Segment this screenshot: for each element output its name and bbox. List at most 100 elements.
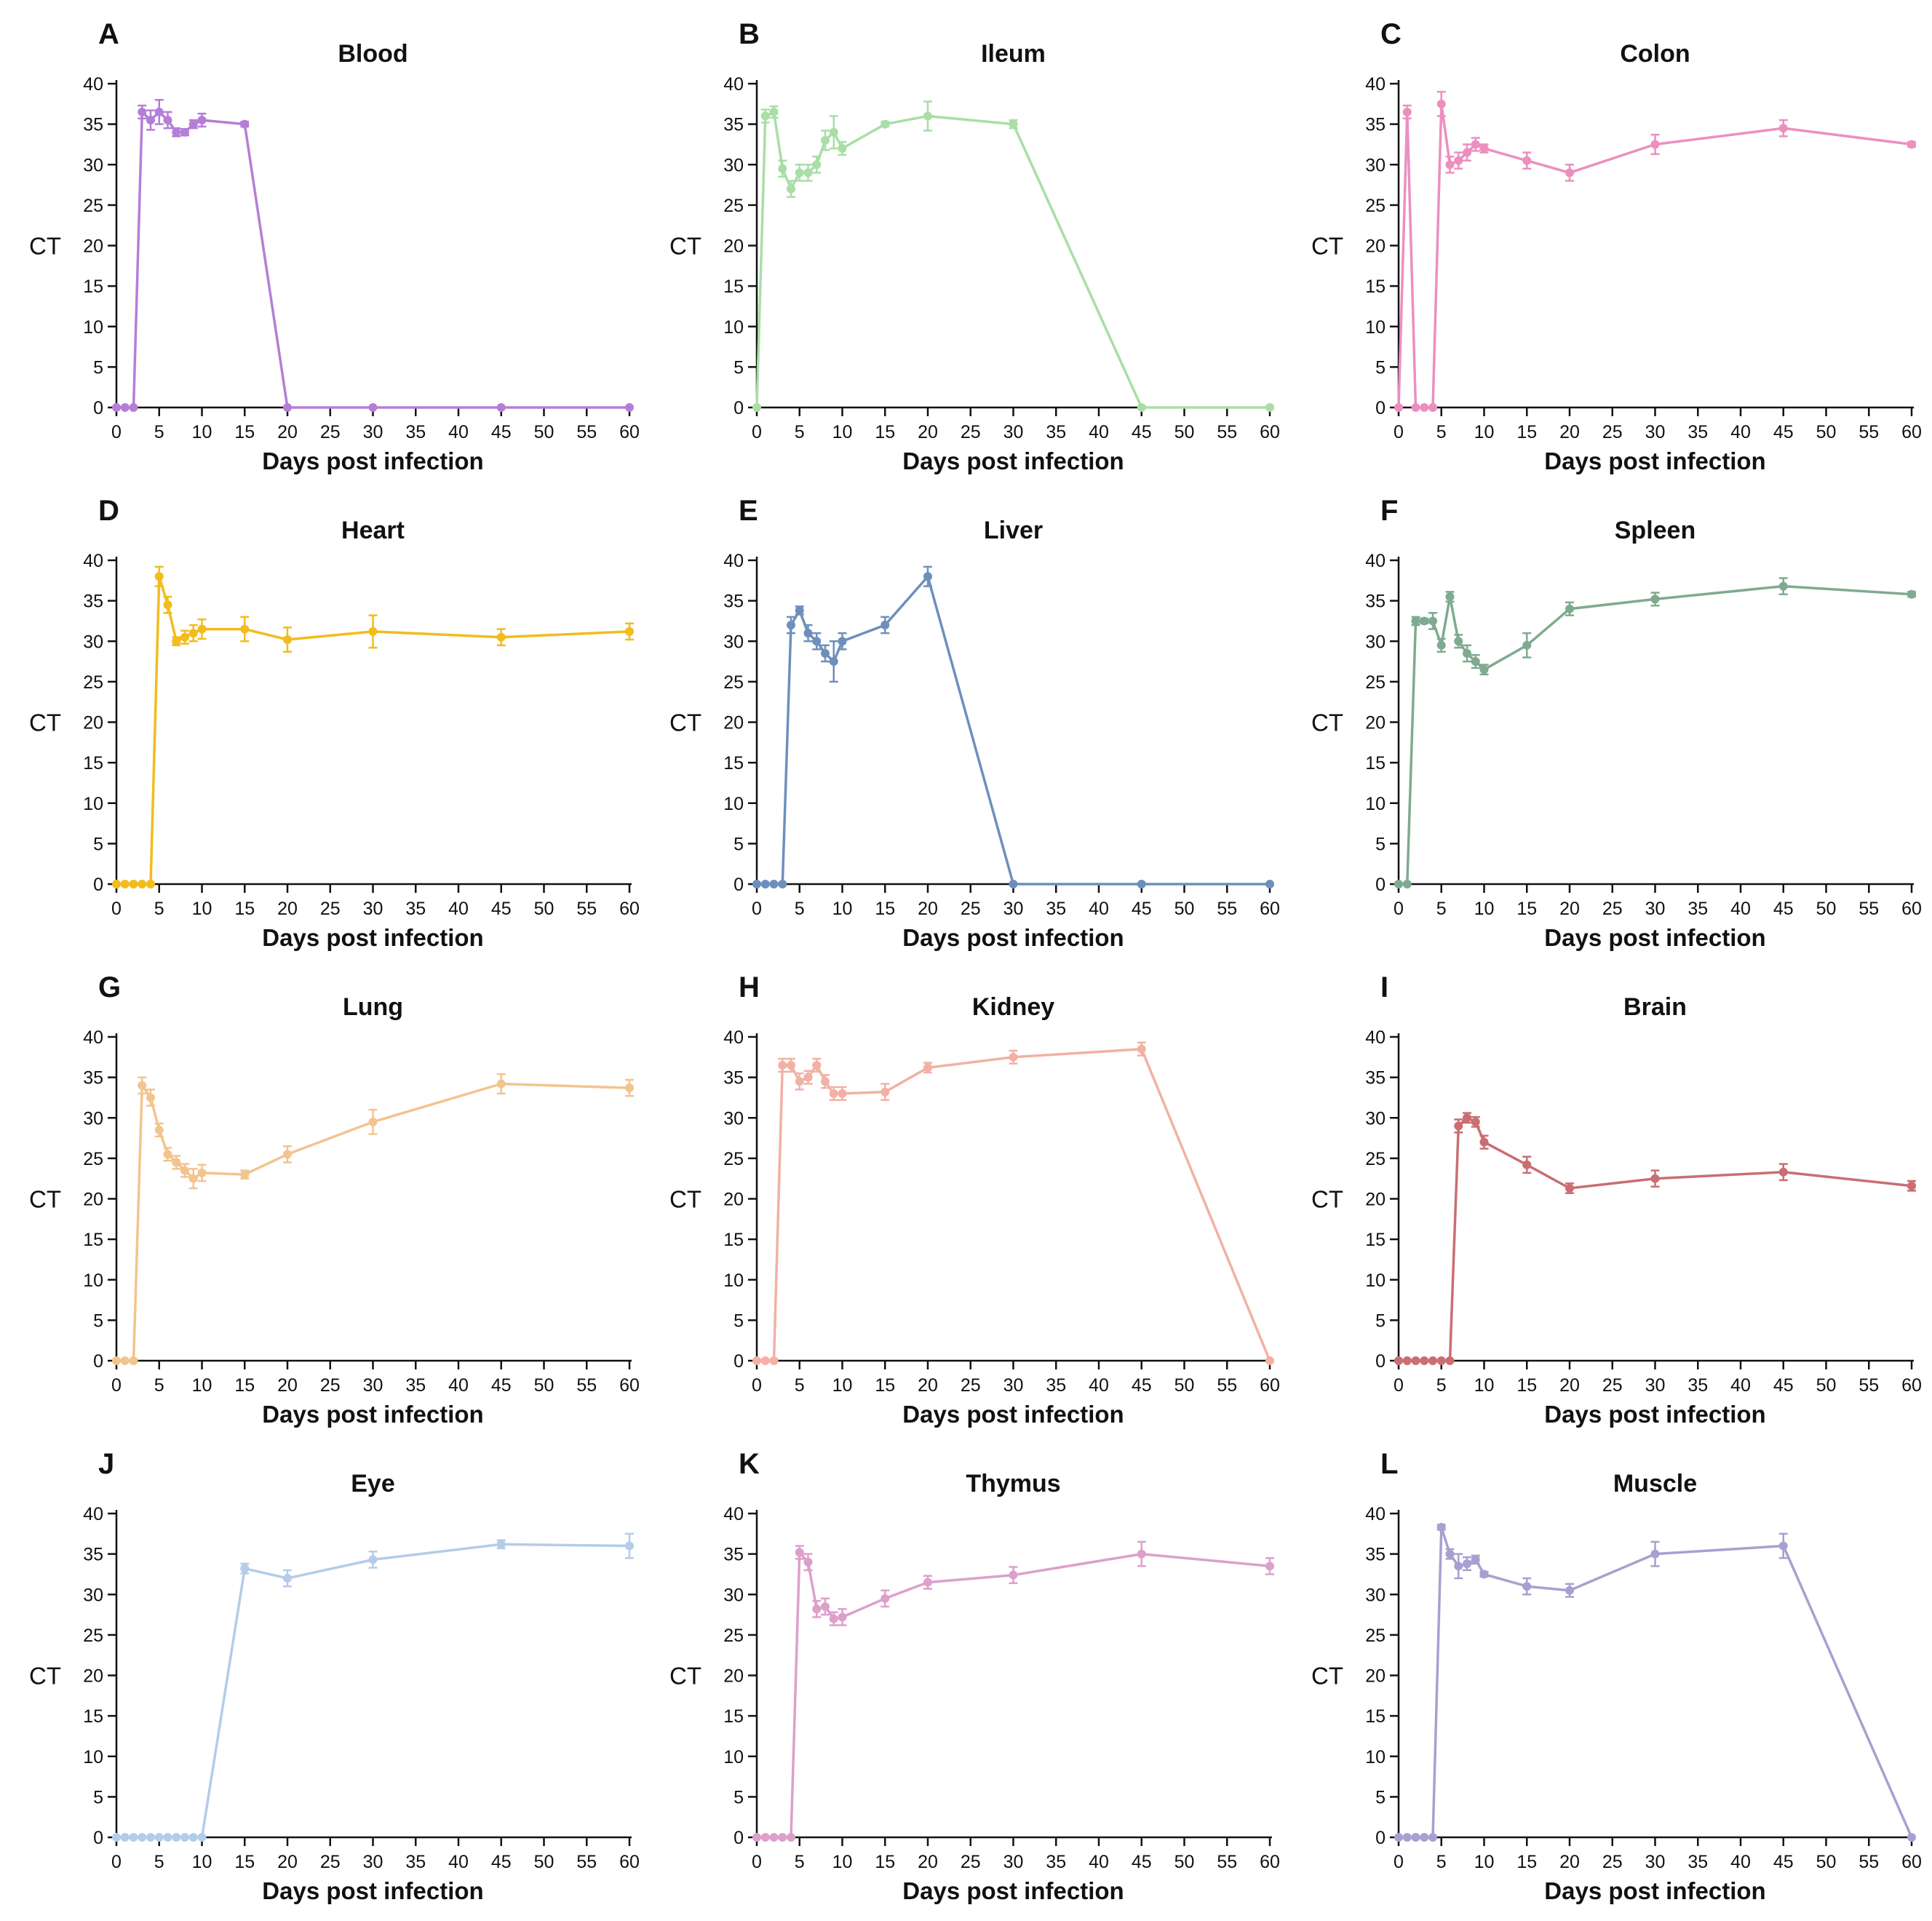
x-tick-label: 40 bbox=[1089, 1375, 1109, 1396]
chart-title: Blood bbox=[338, 40, 408, 68]
x-tick-label: 15 bbox=[234, 1852, 255, 1872]
data-point bbox=[129, 1356, 138, 1365]
chart-svg: E Liver 0 5 10 15 20 25 30 35 40 0 5 10 15 20 25 30 35 40 45… bbox=[669, 495, 1280, 951]
series-line bbox=[116, 1082, 630, 1362]
y-tick-label: 20 bbox=[1365, 236, 1386, 257]
chart-title: Heart bbox=[341, 517, 405, 544]
y-tick-label: 25 bbox=[83, 672, 103, 693]
data-point bbox=[838, 1612, 847, 1622]
data-point bbox=[188, 119, 198, 129]
chart-svg: L Muscle 0 5 10 15 20 25 30 35 40 0 5 10 15 20 25 30 35 40 4… bbox=[1311, 1448, 1922, 1904]
x-tick-label: 50 bbox=[1174, 422, 1195, 442]
y-tick-label: 10 bbox=[1365, 1747, 1386, 1767]
data-point bbox=[812, 1604, 822, 1614]
chart-title: Colon bbox=[1620, 40, 1690, 68]
x-tick-label: 35 bbox=[1687, 899, 1708, 919]
chart-title: Spleen bbox=[1615, 517, 1696, 544]
data-point bbox=[1650, 140, 1660, 149]
data-point bbox=[1420, 1356, 1429, 1365]
x-tick-label: 20 bbox=[1559, 422, 1580, 442]
data-point bbox=[803, 1557, 813, 1567]
data-point bbox=[172, 637, 181, 646]
data-point bbox=[1411, 403, 1420, 412]
series-line bbox=[116, 111, 629, 409]
x-tick-label: 35 bbox=[1046, 422, 1066, 442]
data-point bbox=[163, 600, 172, 610]
y-tick-label: 10 bbox=[1365, 1270, 1386, 1291]
data-point bbox=[138, 880, 147, 888]
x-tick-label: 25 bbox=[320, 1375, 341, 1396]
data-point bbox=[129, 880, 138, 888]
data-point bbox=[1411, 1833, 1420, 1842]
data-point bbox=[1265, 1562, 1274, 1571]
chart-title: Kidney bbox=[972, 993, 1054, 1021]
y-tick-label: 35 bbox=[83, 592, 103, 612]
x-tick-label: 20 bbox=[918, 1852, 938, 1872]
data-point bbox=[1137, 1044, 1146, 1054]
chart-svg: K Thymus 0 5 10 15 20 25 30 35 40 0 5 10 15 20 25 30 35 40 4… bbox=[669, 1448, 1280, 1904]
data-point bbox=[787, 621, 795, 629]
data-point bbox=[1479, 1137, 1489, 1147]
y-tick-label: 10 bbox=[723, 1747, 744, 1767]
y-axis-label: CT bbox=[1311, 709, 1343, 736]
data-point bbox=[760, 880, 770, 888]
x-tick-label: 45 bbox=[1132, 899, 1152, 919]
panel-letter: F bbox=[1380, 495, 1398, 527]
x-tick-label: 35 bbox=[1046, 1852, 1066, 1872]
x-tick-label: 15 bbox=[234, 899, 255, 919]
y-axis-label: CT bbox=[1311, 233, 1343, 260]
y-tick-label: 30 bbox=[723, 1585, 744, 1605]
y-tick-label: 35 bbox=[723, 592, 744, 612]
y-tick-label: 10 bbox=[1365, 794, 1386, 814]
y-axis-label: CT bbox=[29, 1186, 61, 1213]
data-point bbox=[787, 184, 795, 194]
x-tick-label: 5 bbox=[795, 1375, 805, 1396]
y-axis-label: CT bbox=[29, 709, 61, 736]
data-point bbox=[1522, 156, 1532, 165]
y-tick-label: 35 bbox=[83, 1545, 103, 1565]
x-tick-label: 25 bbox=[961, 1852, 981, 1872]
data-point bbox=[1402, 107, 1412, 116]
data-point bbox=[496, 632, 506, 642]
y-tick-label: 0 bbox=[734, 398, 744, 418]
data-point bbox=[283, 403, 292, 412]
x-tick-label: 60 bbox=[619, 899, 640, 919]
y-tick-label: 5 bbox=[93, 834, 103, 854]
chart-title: Muscle bbox=[1613, 1470, 1697, 1498]
x-tick-label: 5 bbox=[795, 422, 805, 442]
data-point bbox=[769, 880, 779, 888]
data-point bbox=[1009, 119, 1018, 129]
data-point bbox=[1650, 594, 1660, 604]
y-axis-label: CT bbox=[669, 1186, 701, 1213]
data-point bbox=[163, 1833, 172, 1842]
y-tick-label: 40 bbox=[1365, 1504, 1386, 1524]
x-tick-label: 10 bbox=[192, 899, 212, 919]
x-tick-label: 50 bbox=[534, 899, 554, 919]
x-tick-label: 35 bbox=[405, 1375, 426, 1396]
x-axis-label: Days post infection bbox=[1544, 448, 1765, 474]
data-point bbox=[496, 1540, 506, 1549]
data-point bbox=[1907, 140, 1916, 149]
data-point bbox=[1471, 657, 1480, 667]
data-point bbox=[752, 1833, 761, 1842]
series-line bbox=[757, 1047, 1271, 1362]
y-tick-label: 20 bbox=[723, 236, 744, 257]
y-tick-label: 15 bbox=[83, 1230, 103, 1250]
y-tick-label: 35 bbox=[723, 1545, 744, 1565]
x-tick-label: 10 bbox=[832, 1852, 853, 1872]
y-tick-label: 35 bbox=[723, 1068, 744, 1089]
x-tick-label: 35 bbox=[1687, 1375, 1708, 1396]
x-tick-label: 25 bbox=[1602, 1375, 1623, 1396]
x-tick-label: 50 bbox=[1816, 899, 1837, 919]
y-tick-label: 20 bbox=[83, 236, 103, 257]
x-tick-label: 0 bbox=[752, 899, 762, 919]
x-tick-label: 40 bbox=[448, 1375, 469, 1396]
data-point bbox=[1428, 403, 1437, 412]
data-point bbox=[760, 1356, 770, 1365]
x-tick-label: 20 bbox=[1559, 899, 1580, 919]
data-point bbox=[240, 624, 250, 634]
data-point bbox=[1463, 1559, 1471, 1568]
chart-title: Lung bbox=[343, 993, 403, 1021]
data-point bbox=[197, 116, 207, 125]
data-point bbox=[821, 135, 830, 145]
